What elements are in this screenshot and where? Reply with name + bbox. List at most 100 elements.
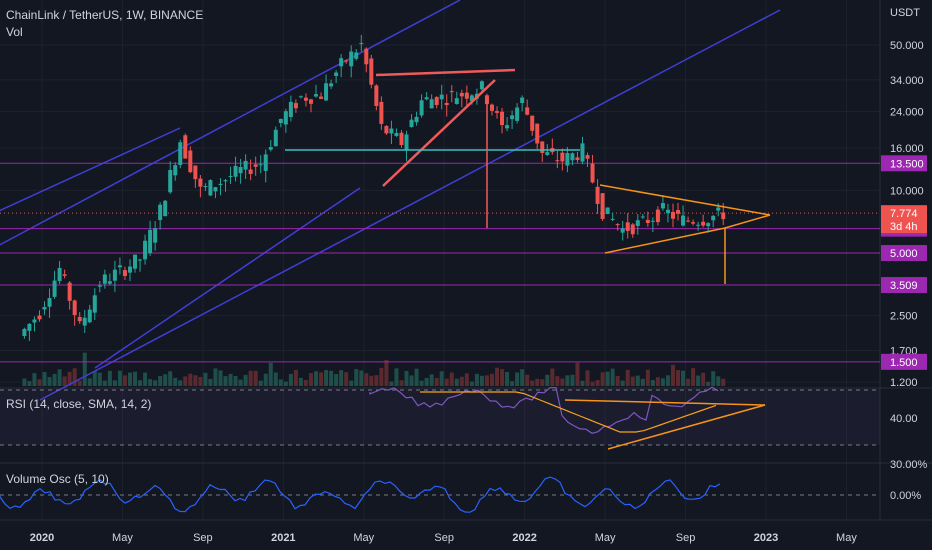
volume-osc-pane: [0, 476, 880, 513]
symbol-title[interactable]: ChainLink / TetherUS, 1W, BINANCE: [6, 8, 204, 22]
volume-bar: [681, 370, 686, 386]
volume-bar: [47, 377, 52, 386]
volume-bar: [495, 367, 500, 386]
candle-body: [640, 216, 645, 218]
candle-body: [303, 97, 308, 101]
volume-bar: [655, 377, 660, 386]
candle-body: [635, 220, 640, 226]
volume-bar: [459, 376, 464, 386]
rsi-label[interactable]: RSI (14, close, SMA, 14, 2): [6, 397, 152, 411]
candle-body: [193, 165, 198, 180]
candle-body: [112, 269, 117, 281]
volume-bar: [605, 371, 610, 386]
volume-bar: [339, 370, 344, 386]
candle-body: [97, 285, 102, 287]
candle-body: [565, 153, 570, 166]
volume-bar: [37, 379, 42, 386]
volume-bar: [716, 376, 721, 386]
candle-body: [701, 221, 706, 226]
volume-bar: [600, 372, 605, 386]
volume-bar: [414, 368, 419, 386]
candle-body: [298, 96, 303, 98]
volume-bar: [163, 374, 168, 386]
volume-label: Vol: [6, 25, 23, 39]
level-badge: [881, 245, 927, 262]
y-tick-label: 2.500: [890, 311, 918, 323]
candle-body: [706, 223, 711, 227]
price-channel: [0, 0, 781, 401]
candle-body: [248, 169, 253, 174]
rsi-pane: [0, 386, 880, 450]
candle-body: [394, 133, 399, 136]
pattern-line: [375, 68, 516, 77]
volume-bar: [173, 377, 178, 386]
channel-line: [0, 0, 461, 246]
candle-body: [429, 99, 434, 109]
candle-body: [268, 147, 273, 150]
candle-body: [500, 111, 505, 126]
volume-bar: [489, 373, 494, 386]
pattern-line: [599, 184, 771, 216]
candle-body: [173, 165, 178, 176]
channel-line: [94, 187, 361, 369]
candle-body: [198, 178, 203, 187]
candle-body: [555, 160, 560, 162]
volume-bar: [288, 373, 293, 386]
candle-body: [168, 169, 173, 193]
candle-body: [72, 300, 77, 316]
volume-bar: [721, 378, 726, 386]
volume-bar: [319, 372, 324, 386]
level-label: 5.000: [890, 248, 918, 260]
volume-bar: [691, 368, 696, 386]
volume-bar: [112, 380, 117, 386]
volume-bar: [419, 380, 424, 386]
volume-bar: [143, 372, 148, 386]
volume-bar: [660, 378, 665, 386]
countdown-label: 3d 4h: [890, 221, 918, 233]
candle-body: [681, 215, 686, 226]
y-tick-label: 16.000: [890, 143, 924, 155]
volume-bar: [168, 371, 173, 386]
volume-bar: [238, 379, 243, 386]
rsi-tick-label: 40.00: [890, 413, 918, 425]
candle-body: [233, 165, 238, 177]
volume-bar: [127, 372, 132, 386]
volume-bar: [308, 373, 313, 386]
volume-bar: [72, 368, 77, 386]
volume-bar: [188, 373, 193, 386]
channel-line: [39, 9, 781, 401]
volume-bar: [454, 378, 459, 386]
candle-body: [379, 101, 384, 124]
volume-bar: [389, 381, 394, 386]
candle-body: [676, 210, 681, 214]
volume-bar: [208, 378, 213, 386]
volume-bar: [32, 373, 37, 386]
candle-body: [520, 97, 525, 104]
volume-bar: [610, 368, 615, 386]
volume-bar: [138, 380, 143, 386]
volume-bar: [82, 352, 87, 386]
vosc-label[interactable]: Volume Osc (5, 10): [6, 472, 109, 486]
volume-bar: [213, 368, 218, 386]
volume-bar: [701, 372, 706, 386]
candle-body: [515, 107, 520, 121]
volume-bars: [22, 352, 726, 386]
candle-body: [716, 207, 721, 211]
volume-bar: [379, 367, 384, 386]
channel-line: [0, 127, 181, 212]
volume-bar: [645, 369, 650, 386]
level-label: 3.509: [890, 280, 918, 292]
volume-bar: [258, 380, 263, 386]
candle-body: [47, 298, 52, 307]
candle-body: [138, 259, 143, 261]
volume-bar: [102, 380, 107, 386]
volume-bar: [42, 372, 47, 386]
candle-body: [329, 83, 334, 87]
candle-body: [590, 163, 595, 183]
volume-bar: [218, 370, 223, 386]
level-label: 1.500: [890, 357, 918, 369]
candle-body: [439, 94, 444, 100]
x-tick-label: Sep: [193, 532, 213, 544]
candle-body: [324, 83, 329, 101]
